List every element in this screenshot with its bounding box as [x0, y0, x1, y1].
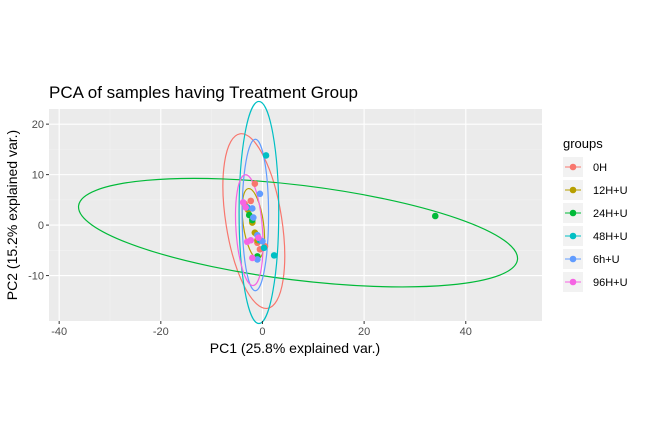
legend-item-0H: 0H	[563, 157, 607, 177]
legend-item-12H+U: 12H+U	[563, 180, 628, 200]
x-tick-label: 0	[259, 326, 265, 338]
legend-key-dot	[569, 232, 577, 240]
point-48H+U	[262, 152, 270, 159]
ellipse-0H	[222, 133, 286, 310]
legend-item-6h+U: 6h+U	[563, 249, 620, 269]
ellipse-96H+U	[234, 174, 264, 287]
x-axis: -40 -20 0 20 40	[51, 321, 472, 338]
y-tick-label: 0	[38, 220, 44, 232]
point-48H+U	[270, 252, 278, 259]
ellipse-48H+U	[238, 100, 280, 325]
point-96H+U	[242, 204, 249, 211]
ellipse-24H+U	[77, 177, 519, 288]
chart-title: PCA of samples having Treatment Group	[49, 83, 358, 102]
confidence-ellipses	[77, 100, 519, 325]
legend-key-dot	[569, 255, 577, 263]
point-0H	[247, 197, 255, 205]
legend-key-dot	[569, 163, 577, 171]
point-48H+U	[260, 244, 268, 252]
plot-panel	[49, 109, 542, 321]
legend-items: 0H 12H+U 24H+U 48H+U 6h+U 96H+U	[563, 157, 628, 292]
point-96H+U	[248, 254, 256, 262]
legend: groups 0H 12H+U 24H+U 48H+U 6h+U 96H+U	[563, 136, 628, 292]
x-tick-label: -40	[51, 326, 67, 338]
x-tick-label: 40	[460, 326, 472, 338]
y-axis-title: PC2 (15.2% explained var.)	[4, 130, 20, 300]
point-0H	[251, 180, 259, 188]
grid-major	[49, 109, 542, 321]
x-tick-label: 20	[358, 326, 370, 338]
y-tick-label: 20	[32, 119, 44, 131]
point-6h+U	[256, 190, 264, 198]
legend-item-96H+U: 96H+U	[563, 272, 628, 292]
legend-key-dot	[569, 186, 577, 194]
point-96H+U	[247, 236, 255, 244]
legend-key-dot	[569, 278, 577, 286]
point-6h+U	[254, 256, 261, 263]
y-axis: -10 0 10 20	[28, 119, 49, 283]
point-6h+U	[250, 214, 257, 221]
grid-minor	[49, 109, 542, 321]
legend-label: 48H+U	[593, 231, 628, 243]
point-6h+U	[248, 205, 256, 212]
point-96H+U	[255, 234, 262, 242]
legend-label: 6h+U	[593, 254, 620, 266]
ellipse-6h+U	[241, 138, 270, 292]
legend-label: 24H+U	[593, 208, 628, 220]
x-axis-title: PC1 (25.8% explained var.)	[210, 340, 380, 356]
y-tick-label: 10	[32, 170, 44, 182]
legend-title: groups	[563, 136, 603, 151]
y-tick-label: -10	[28, 271, 44, 283]
point-96H+U	[239, 199, 247, 206]
legend-item-24H+U: 24H+U	[563, 203, 628, 223]
legend-label: 12H+U	[593, 185, 628, 197]
data-points	[239, 152, 439, 263]
point-24H+U	[431, 212, 439, 220]
legend-key-dot	[569, 209, 577, 217]
legend-label: 96H+U	[593, 277, 628, 289]
legend-label: 0H	[593, 162, 607, 174]
x-tick-label: -20	[153, 326, 169, 338]
legend-item-48H+U: 48H+U	[563, 226, 628, 246]
